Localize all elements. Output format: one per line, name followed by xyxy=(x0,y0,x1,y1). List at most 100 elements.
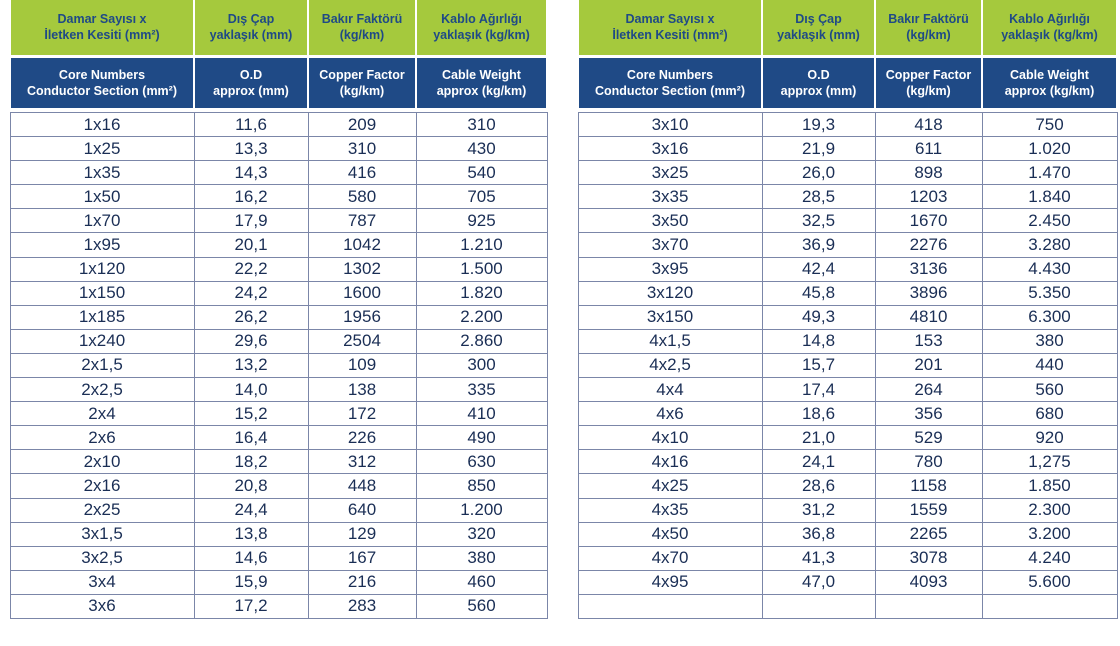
cell-core-section: 2x4 xyxy=(9,401,195,427)
cell-outer-diameter: 14,3 xyxy=(193,160,309,186)
cell-cable-weight: 5.600 xyxy=(981,569,1118,595)
cell-core-section: 1x70 xyxy=(9,208,195,234)
cell-copper-factor: 1302 xyxy=(307,256,417,282)
cell-outer-diameter: 22,2 xyxy=(193,256,309,282)
cell-outer-diameter: 17,9 xyxy=(193,208,309,234)
cell-core-section: 2x25 xyxy=(9,497,195,523)
cell-copper-factor xyxy=(874,593,983,619)
cell-core-section: 4x1,5 xyxy=(577,328,763,354)
cell-outer-diameter: 32,5 xyxy=(761,208,876,234)
cell-outer-diameter xyxy=(761,593,876,619)
cell-core-section: 4x2,5 xyxy=(577,352,763,379)
table-row: 3x10 19,3 418 750 xyxy=(577,111,1118,138)
cell-outer-diameter: 15,2 xyxy=(193,401,309,427)
cell-copper-factor: 2276 xyxy=(874,232,983,258)
cell-outer-diameter: 18,6 xyxy=(761,401,876,427)
cell-core-section: 4x6 xyxy=(577,401,763,427)
table-row: 4x4 17,4 264 560 xyxy=(577,377,1118,403)
cell-copper-factor: 216 xyxy=(307,569,417,595)
cell-core-section: 3x150 xyxy=(577,304,763,330)
table-row: 1x95 20,1 1042 1.210 xyxy=(9,232,548,258)
cell-core-section: 3x2,5 xyxy=(9,545,195,571)
table-body-left: 1x16 11,6 209 310 1x25 13,3 310 430 1x35 14,3 416 5… xyxy=(9,111,548,619)
table-row: 1x185 26,2 1956 2.200 xyxy=(9,304,548,330)
cell-cable-weight: 1.470 xyxy=(981,160,1118,186)
cell-core-section: 3x35 xyxy=(577,184,763,210)
cell-cable-weight: 380 xyxy=(981,328,1118,354)
cell-copper-factor: 4093 xyxy=(874,569,983,595)
header-weight-en: Cable Weight approx (kg/km) xyxy=(415,54,548,108)
table-row: 1x70 17,9 787 925 xyxy=(9,208,548,234)
cell-core-section: 3x50 xyxy=(577,208,763,234)
table-row: 1x25 13,3 310 430 xyxy=(9,136,548,162)
cell-outer-diameter: 20,8 xyxy=(193,473,309,499)
cell-core-section: 3x6 xyxy=(9,593,195,619)
cell-outer-diameter: 28,6 xyxy=(761,473,876,499)
table-row: 1x240 29,6 2504 2.860 xyxy=(9,328,548,354)
header-weight-tr: Kablo Ağırlığı yaklaşık (kg/km) xyxy=(981,0,1118,56)
cell-cable-weight: 705 xyxy=(415,184,548,210)
cell-outer-diameter: 21,9 xyxy=(761,136,876,162)
header-od-en: O.D approx (mm) xyxy=(761,54,876,108)
cell-outer-diameter: 41,3 xyxy=(761,545,876,571)
cell-core-section: 2x2,5 xyxy=(9,377,195,403)
cell-cable-weight: 460 xyxy=(415,569,548,595)
header-od-tr: Dış Çap yaklaşık (mm) xyxy=(761,0,876,56)
table-row: 4x10 21,0 529 920 xyxy=(577,425,1118,451)
cell-outer-diameter: 14,0 xyxy=(193,377,309,403)
cell-core-section: 3x120 xyxy=(577,280,763,306)
cell-cable-weight: 310 xyxy=(415,111,548,138)
cell-cable-weight: 540 xyxy=(415,160,548,186)
cell-cable-weight: 1.850 xyxy=(981,473,1118,499)
cell-copper-factor: 898 xyxy=(874,160,983,186)
cell-core-section: 2x1,5 xyxy=(9,352,195,379)
cell-cable-weight: 380 xyxy=(415,545,548,571)
header-od-tr: Dış Çap yaklaşık (mm) xyxy=(193,0,309,56)
cell-core-section: 4x70 xyxy=(577,545,763,571)
table-row: 3x50 32,5 1670 2.450 xyxy=(577,208,1118,234)
cell-copper-factor: 264 xyxy=(874,377,983,403)
header-core-section-en: Core Numbers Conductor Section (mm²) xyxy=(9,54,195,108)
cell-core-section: 4x16 xyxy=(577,449,763,475)
table-row: 3x2,5 14,6 167 380 xyxy=(9,545,548,571)
cell-core-section: 1x95 xyxy=(9,232,195,258)
cell-core-section: 3x25 xyxy=(577,160,763,186)
cell-copper-factor: 418 xyxy=(874,111,983,138)
cell-copper-factor: 787 xyxy=(307,208,417,234)
cell-core-section: 4x50 xyxy=(577,521,763,547)
cell-cable-weight: 5.350 xyxy=(981,280,1118,306)
table-row: 2x4 15,2 172 410 xyxy=(9,401,548,427)
header-od-en: O.D approx (mm) xyxy=(193,54,309,108)
cell-copper-factor: 172 xyxy=(307,401,417,427)
cell-copper-factor: 283 xyxy=(307,593,417,619)
cell-outer-diameter: 29,6 xyxy=(193,328,309,354)
turkish-header-row: Damar Sayısı x İletken Kesiti (mm²) Dış Ç… xyxy=(577,0,1118,56)
cell-copper-factor: 201 xyxy=(874,352,983,379)
cell-core-section: 4x25 xyxy=(577,473,763,499)
cell-copper-factor: 448 xyxy=(307,473,417,499)
cell-cable-weight: 3.200 xyxy=(981,521,1118,547)
cell-copper-factor: 1203 xyxy=(874,184,983,210)
cell-copper-factor: 580 xyxy=(307,184,417,210)
cell-outer-diameter: 26,0 xyxy=(761,160,876,186)
header-core-section-en: Core Numbers Conductor Section (mm²) xyxy=(577,54,763,108)
cell-copper-factor: 3136 xyxy=(874,256,983,282)
cell-outer-diameter: 36,9 xyxy=(761,232,876,258)
cell-cable-weight: 920 xyxy=(981,425,1118,451)
table-body-right: 3x10 19,3 418 750 3x16 21,9 611 1.020 3x25 26,0 89… xyxy=(577,111,1118,619)
cell-cable-weight: 630 xyxy=(415,449,548,475)
table-row: 1x150 24,2 1600 1.820 xyxy=(9,280,548,306)
cell-cable-weight: 2.300 xyxy=(981,497,1118,523)
cell-core-section xyxy=(577,593,763,619)
cell-core-section: 3x4 xyxy=(9,569,195,595)
table-row: 4x16 24,1 780 1,275 xyxy=(577,449,1118,475)
table-row: 4x2,5 15,7 201 440 xyxy=(577,352,1118,379)
cell-cable-weight: 300 xyxy=(415,352,548,379)
cell-cable-weight: 2.860 xyxy=(415,328,548,354)
cell-outer-diameter: 18,2 xyxy=(193,449,309,475)
cell-cable-weight: 430 xyxy=(415,136,548,162)
cell-outer-diameter: 17,4 xyxy=(761,377,876,403)
cell-cable-weight: 1,275 xyxy=(981,449,1118,475)
english-header-row: Core Numbers Conductor Section (mm²) O.D a… xyxy=(9,54,548,108)
cell-outer-diameter: 13,8 xyxy=(193,521,309,547)
